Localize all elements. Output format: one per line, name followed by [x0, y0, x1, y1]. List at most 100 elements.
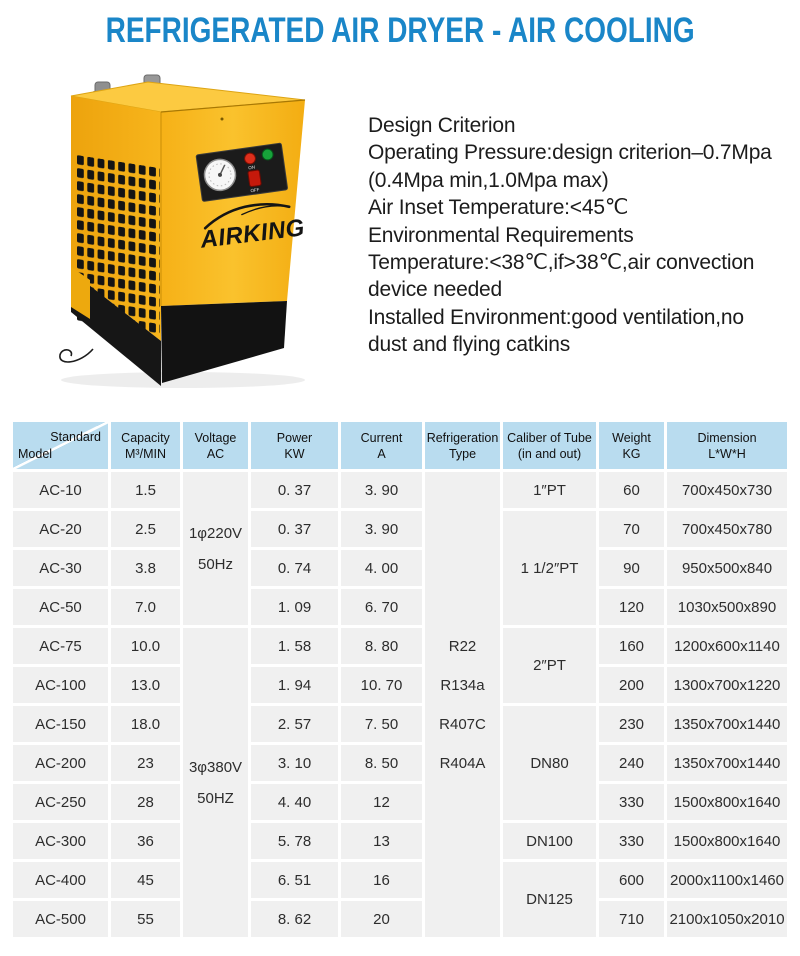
cell-current: 8. 50 — [341, 745, 422, 781]
cell-weight: 160 — [599, 628, 664, 664]
cell-weight: 200 — [599, 667, 664, 703]
table-row: AC-300 36 5. 78 13 DN100 330 1500x800x16… — [13, 823, 787, 859]
cell-voltage-group-1: 1φ220V 50Hz — [183, 472, 248, 625]
cell-current: 8. 80 — [341, 628, 422, 664]
cell-current: 10. 70 — [341, 667, 422, 703]
standard-label: Standard — [50, 430, 101, 444]
cell-weight: 60 — [599, 472, 664, 508]
cell-capacity: 13.0 — [111, 667, 180, 703]
product-photo: ON OFF AIRKING — [38, 56, 340, 392]
cell-refrigeration-types: R22 R134a R407C R404A — [425, 472, 500, 937]
cell-caliber: DN125 — [503, 862, 596, 937]
spec-line: Temperature:<38℃,if>38℃,air convection — [368, 251, 755, 275]
col-header-caliber: Caliber of Tube (in and out) — [503, 422, 596, 469]
spec-table: Standard Model Capacity M³/MIN Voltage A… — [10, 419, 790, 940]
cell-capacity: 18.0 — [111, 706, 180, 742]
cell-power: 8. 62 — [251, 901, 338, 937]
cell-power: 3. 10 — [251, 745, 338, 781]
cell-weight: 230 — [599, 706, 664, 742]
cell-current: 16 — [341, 862, 422, 898]
cell-capacity: 2.5 — [111, 511, 180, 547]
green-button — [261, 148, 274, 161]
cell-capacity: 45 — [111, 862, 180, 898]
table-row: AC-75 10.0 3φ380V 50HZ 1. 58 8. 80 2″PT … — [13, 628, 787, 937]
cell-current: 4. 00 — [341, 550, 422, 586]
spec-line: device needed — [368, 278, 503, 302]
cell-power: 0. 37 — [251, 472, 338, 508]
cell-power: 0. 74 — [251, 550, 338, 586]
cell-dimension: 700x450x730 — [667, 472, 787, 508]
col-header-dimension: Dimension L*W*H — [667, 422, 787, 469]
table-row: AC-50 7.0 1. 09 6. 70 120 1030x500x890 — [13, 589, 787, 625]
logo-swoosh — [203, 203, 291, 230]
cell-voltage-group-2: 3φ380V 50HZ — [183, 628, 248, 937]
pressure-gauge — [203, 158, 237, 192]
cell-dimension: 950x500x840 — [667, 550, 787, 586]
cell-dimension: 1350x700x1440 — [667, 706, 787, 742]
cell-caliber: 1″PT — [503, 472, 596, 508]
col-header-power: Power KW — [251, 422, 338, 469]
cell-current: 12 — [341, 784, 422, 820]
cell-weight: 330 — [599, 784, 664, 820]
cell-dimension: 1500x800x1640 — [667, 823, 787, 859]
spec-line: (0.4Mpa min,1.0Mpa max) — [368, 168, 609, 192]
design-criterion-text: Design Criterion Operating Pressure:desi… — [368, 112, 798, 359]
cell-dimension: 1500x800x1640 — [667, 784, 787, 820]
cell-power: 2. 57 — [251, 706, 338, 742]
cell-capacity: 10.0 — [111, 628, 180, 664]
cell-dimension: 1030x500x890 — [667, 589, 787, 625]
spec-line: Design Criterion — [368, 114, 516, 137]
cell-capacity: 23 — [111, 745, 180, 781]
vent-grid — [77, 155, 160, 337]
table-row: AC-30 3.8 0. 74 4. 00 90 950x500x840 — [13, 550, 787, 586]
cell-power: 1. 09 — [251, 589, 338, 625]
table-row: AC-250 28 4. 40 12 330 1500x800x1640 — [13, 784, 787, 820]
cell-model: AC-100 — [13, 667, 108, 703]
table-row: AC-400 45 6. 51 16 DN125 600 2000x1100x1… — [13, 862, 787, 937]
cell-capacity: 36 — [111, 823, 180, 859]
cell-model: AC-250 — [13, 784, 108, 820]
cell-power: 0. 37 — [251, 511, 338, 547]
cell-dimension: 1200x600x1140 — [667, 628, 787, 664]
cell-current: 7. 50 — [341, 706, 422, 742]
spec-line: Air Inset Temperature:<45℃ — [368, 196, 629, 220]
table-row: AC-20 2.5 0. 37 3. 90 1 1/2″PT 70 700x45… — [13, 511, 787, 625]
switch-off-label: OFF — [250, 187, 260, 193]
cell-weight: 600 — [599, 862, 664, 898]
cell-capacity: 55 — [111, 901, 180, 937]
cell-dimension: 2100x1050x2010 — [667, 901, 787, 937]
cell-power: 1. 58 — [251, 628, 338, 664]
cell-power: 6. 51 — [251, 862, 338, 898]
table-row: AC-200 23 3. 10 8. 50 240 1350x700x1440 — [13, 745, 787, 781]
power-switch — [247, 169, 262, 188]
table-row: AC-150 18.0 2. 57 7. 50 DN80 230 1350x70… — [13, 706, 787, 820]
cell-capacity: 3.8 — [111, 550, 180, 586]
page-title: REFRIGERATED AIR DRYER - AIR COOLING — [105, 11, 695, 50]
cell-weight: 90 — [599, 550, 664, 586]
col-header-weight: Weight KG — [599, 422, 664, 469]
machine-base-side — [71, 271, 161, 386]
logo-swoosh-2 — [241, 205, 286, 216]
floor-shadow — [61, 372, 305, 388]
power-cord — [59, 348, 94, 363]
col-header-voltage: Voltage AC — [183, 422, 248, 469]
spec-line: Environmental Requirements — [368, 223, 634, 247]
cell-power: 4. 40 — [251, 784, 338, 820]
cell-model: AC-75 — [13, 628, 108, 664]
air-dryer-illustration: ON OFF AIRKING — [59, 74, 306, 388]
col-header-capacity: Capacity M³/MIN — [111, 422, 180, 469]
cell-power: 5. 78 — [251, 823, 338, 859]
cell-model: AC-400 — [13, 862, 108, 898]
cell-model: AC-150 — [13, 706, 108, 742]
title-bar: REFRIGERATED AIR DRYER - AIR COOLING — [0, 11, 800, 51]
cell-capacity: 28 — [111, 784, 180, 820]
cell-dimension: 2000x1100x1460 — [667, 862, 787, 898]
cell-dimension: 1350x700x1440 — [667, 745, 787, 781]
cell-caliber: DN80 — [503, 706, 596, 820]
cell-caliber: 1 1/2″PT — [503, 511, 596, 625]
cell-weight: 120 — [599, 589, 664, 625]
red-button — [244, 152, 256, 165]
cell-weight: 70 — [599, 511, 664, 547]
cell-capacity: 1.5 — [111, 472, 180, 508]
machine-base-front — [161, 301, 287, 383]
